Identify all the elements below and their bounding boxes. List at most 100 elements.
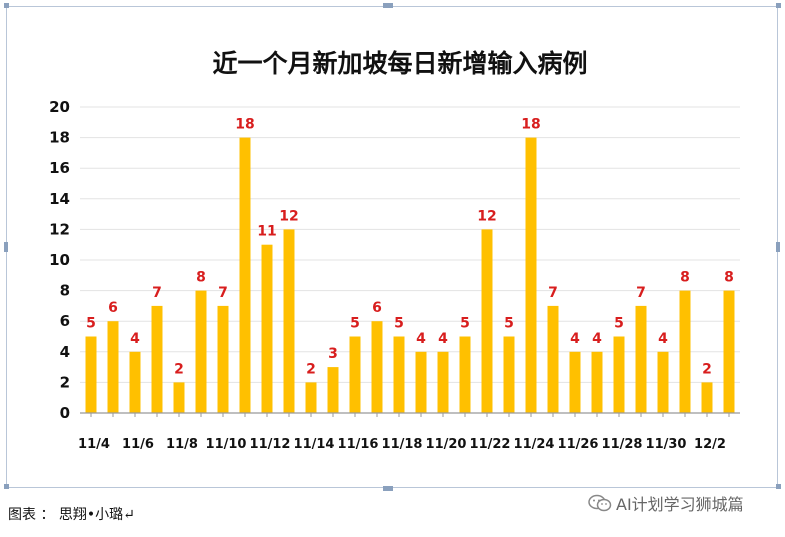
x-tick-label: 12/2: [694, 437, 726, 452]
bar: [393, 336, 405, 413]
x-tick-label: 11/6: [122, 437, 154, 452]
x-tick-label: 11/28: [602, 437, 643, 452]
x-tick-label: 11/4: [78, 437, 110, 452]
data-label: 6: [108, 300, 118, 316]
bar: [195, 290, 207, 413]
bar: [371, 321, 383, 413]
bar: [547, 305, 559, 413]
x-tick-label: 11/30: [646, 437, 687, 452]
x-tick-label: 11/20: [426, 437, 467, 452]
x-tick-label: 11/24: [514, 437, 555, 452]
data-label: 12: [279, 208, 298, 224]
data-label: 7: [218, 285, 228, 301]
bar: [415, 351, 427, 413]
x-axis: 11/4 11/6 11/8 11/10 11/12 11/14 11/16 11/18 11/…: [78, 412, 740, 452]
data-label: 5: [86, 316, 96, 332]
data-label: 18: [521, 117, 540, 133]
bar: [657, 351, 669, 413]
x-tick-label: 11/10: [206, 437, 247, 452]
y-tick-label: 2: [60, 373, 70, 391]
bars: [85, 137, 735, 413]
data-label: 7: [636, 285, 646, 301]
y-tick-label: 16: [49, 159, 70, 177]
resize-handle-right[interactable]: [776, 242, 780, 252]
caption: 图表 ： 思翔•小璐↵: [8, 507, 135, 523]
bar: [239, 137, 251, 413]
bar: [569, 351, 581, 413]
resize-handle-bottom-right[interactable]: [776, 484, 781, 489]
data-label: 18: [235, 117, 254, 133]
resize-handle-bottom-left[interactable]: [4, 484, 9, 489]
data-label: 4: [438, 331, 448, 347]
x-tick-label: 11/26: [558, 437, 599, 452]
data-label: 7: [152, 285, 162, 301]
data-label: 8: [680, 270, 690, 286]
y-tick-label: 18: [49, 129, 70, 147]
data-label: 8: [196, 270, 206, 286]
y-tick-label: 0: [60, 404, 70, 422]
bar: [85, 336, 97, 413]
data-label: 5: [460, 316, 470, 332]
watermark: AI计划学习狮城篇: [588, 490, 744, 516]
bar: [481, 229, 493, 413]
data-label: 4: [416, 331, 426, 347]
gridlines: [80, 106, 740, 383]
bar: [437, 351, 449, 413]
bar: [635, 305, 647, 413]
x-tick-label: 11/8: [166, 437, 198, 452]
resize-handle-top-left[interactable]: [4, 3, 9, 8]
y-tick-label: 20: [49, 98, 70, 116]
bar: [503, 336, 515, 413]
x-tick-label: 11/12: [250, 437, 291, 452]
bar: [129, 351, 141, 413]
data-label: 4: [570, 331, 580, 347]
bar: [525, 137, 537, 413]
data-label: 8: [724, 270, 734, 286]
y-tick-label: 14: [49, 190, 70, 208]
data-label: 2: [174, 361, 184, 377]
data-label: 12: [477, 208, 496, 224]
x-tick-label: 11/22: [470, 437, 511, 452]
bar: [701, 382, 713, 413]
data-label: 5: [394, 316, 404, 332]
data-label: 6: [372, 300, 382, 316]
bar: [283, 229, 295, 413]
x-tick-label: 11/16: [338, 437, 379, 452]
bar: [613, 336, 625, 413]
y-tick-label: 8: [60, 282, 70, 300]
resize-handle-left[interactable]: [4, 242, 8, 252]
y-tick-label: 12: [49, 220, 70, 238]
data-label: 7: [548, 285, 558, 301]
data-label: 2: [306, 361, 316, 377]
resize-handle-bottom[interactable]: [383, 486, 393, 491]
bar: [173, 382, 185, 413]
chart-title: 近一个月新加坡每日新增输入病例: [212, 49, 587, 78]
bar: [327, 367, 339, 413]
bar: [723, 290, 735, 413]
bar: [217, 305, 229, 413]
resize-handle-top-right[interactable]: [776, 3, 781, 8]
data-label: 4: [130, 331, 140, 347]
data-label: 3: [328, 346, 338, 362]
x-tick-label: 11/18: [382, 437, 423, 452]
watermark-text: AI计划学习狮城篇: [616, 495, 744, 514]
bar: [459, 336, 471, 413]
x-tick-label: 11/14: [294, 437, 335, 452]
data-label: 5: [614, 316, 624, 332]
bar: [349, 336, 361, 413]
data-label: 4: [658, 331, 668, 347]
data-label: 4: [592, 331, 602, 347]
bar: [591, 351, 603, 413]
bar: [679, 290, 691, 413]
y-axis: 0 2 4 6 8 10 12 14 16 18 20: [49, 98, 70, 422]
y-tick-label: 6: [60, 312, 70, 330]
wechat-icon: [588, 494, 612, 512]
resize-handle-top[interactable]: [383, 3, 393, 8]
data-label: 2: [702, 361, 712, 377]
bar: [151, 305, 163, 413]
bar: [261, 244, 273, 413]
data-label: 5: [504, 316, 514, 332]
bar: [305, 382, 317, 413]
